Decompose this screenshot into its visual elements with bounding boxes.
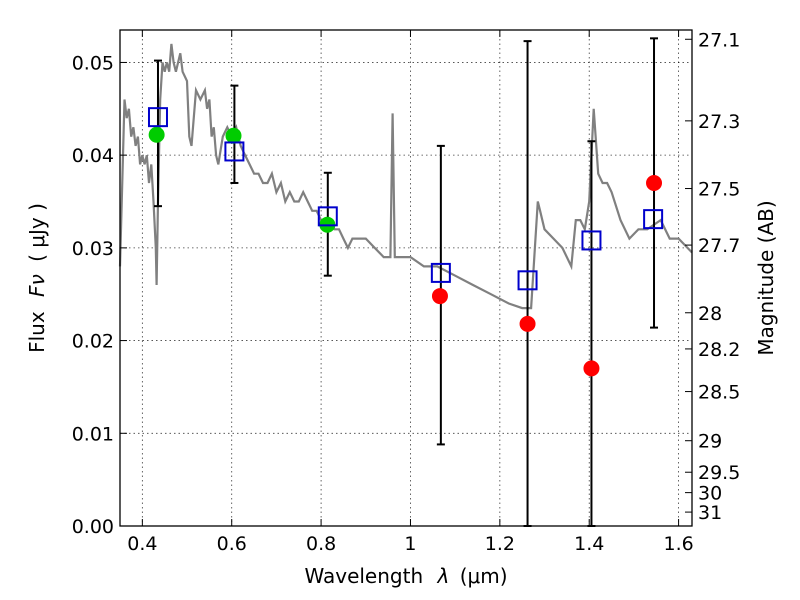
- right-tick-label: 28.2: [698, 339, 740, 361]
- right-tick-label: 28: [698, 303, 722, 325]
- y-tick-label: 0.00: [72, 516, 114, 538]
- blue-square: [517, 270, 538, 291]
- y-tick-label: 0.02: [72, 331, 114, 353]
- blue-square: [317, 206, 338, 227]
- right-tick-label: 30: [698, 483, 722, 505]
- blue-square: [430, 262, 451, 283]
- right-tick-label: 29.5: [698, 462, 740, 484]
- x-tick-label: 0.8: [306, 533, 336, 555]
- plot-frame: [119, 29, 693, 527]
- right-tick-label: 27.7: [698, 235, 740, 257]
- blue-square: [581, 230, 602, 251]
- x-axis: 0.4 0.6 0.8 1 1.2 1.4 1.6: [127, 30, 694, 555]
- y-tick-label: 0.01: [72, 423, 114, 445]
- x-tick-label: 0.6: [217, 533, 247, 555]
- blue-square: [224, 141, 245, 162]
- green-point: [225, 127, 242, 144]
- x-axis-unit: (μm): [460, 564, 508, 588]
- y-axis-title: Flux Fν ( μJy ): [25, 203, 49, 353]
- y-axis: 0.00 0.01 0.02 0.03 0.04 0.05: [72, 52, 127, 538]
- y-tick-label: 0.05: [72, 52, 114, 74]
- right-tick-label: 28.5: [698, 382, 740, 404]
- right-tick-label: 29: [698, 431, 722, 453]
- green-point: [148, 126, 165, 143]
- x-axis-title: Wavelength λ (μm): [304, 564, 507, 588]
- red-point: [519, 315, 536, 332]
- y-tick-label: 0.03: [72, 238, 114, 260]
- y-axis-unit: ( μJy ): [25, 203, 49, 262]
- right-axis-title: Magnitude (AB): [754, 200, 778, 355]
- x-axis-label: Wavelength: [304, 564, 423, 588]
- x-tick-label: 0.4: [127, 533, 157, 555]
- red-point: [646, 174, 663, 191]
- y-axis-label: Flux: [25, 311, 49, 353]
- error-bars: [153, 37, 659, 527]
- green-points: [148, 126, 336, 233]
- right-tick-label: 27.3: [698, 111, 740, 133]
- x-tick-label: 1.6: [663, 533, 693, 555]
- x-tick-label: 1.2: [485, 533, 515, 555]
- model-spectrum-line: [118, 43, 693, 310]
- x-axis-symbol: λ: [437, 564, 450, 588]
- blue-square: [643, 209, 664, 230]
- model-spectrum-line-group: [118, 43, 693, 310]
- y-axis-symbol: Fν: [25, 274, 49, 297]
- blue-square: [147, 107, 168, 128]
- right-tick-label: 31: [698, 502, 722, 524]
- right-tick-label: 27.1: [698, 29, 740, 51]
- x-tick-label: 1: [404, 533, 416, 555]
- red-points: [431, 174, 663, 377]
- y-tick-label: 0.04: [72, 145, 114, 167]
- right-tick-label: 27.5: [698, 179, 740, 201]
- x-tick-label: 1.4: [574, 533, 604, 555]
- red-point: [431, 288, 448, 305]
- red-point: [583, 360, 600, 377]
- blue-squares: [147, 107, 664, 291]
